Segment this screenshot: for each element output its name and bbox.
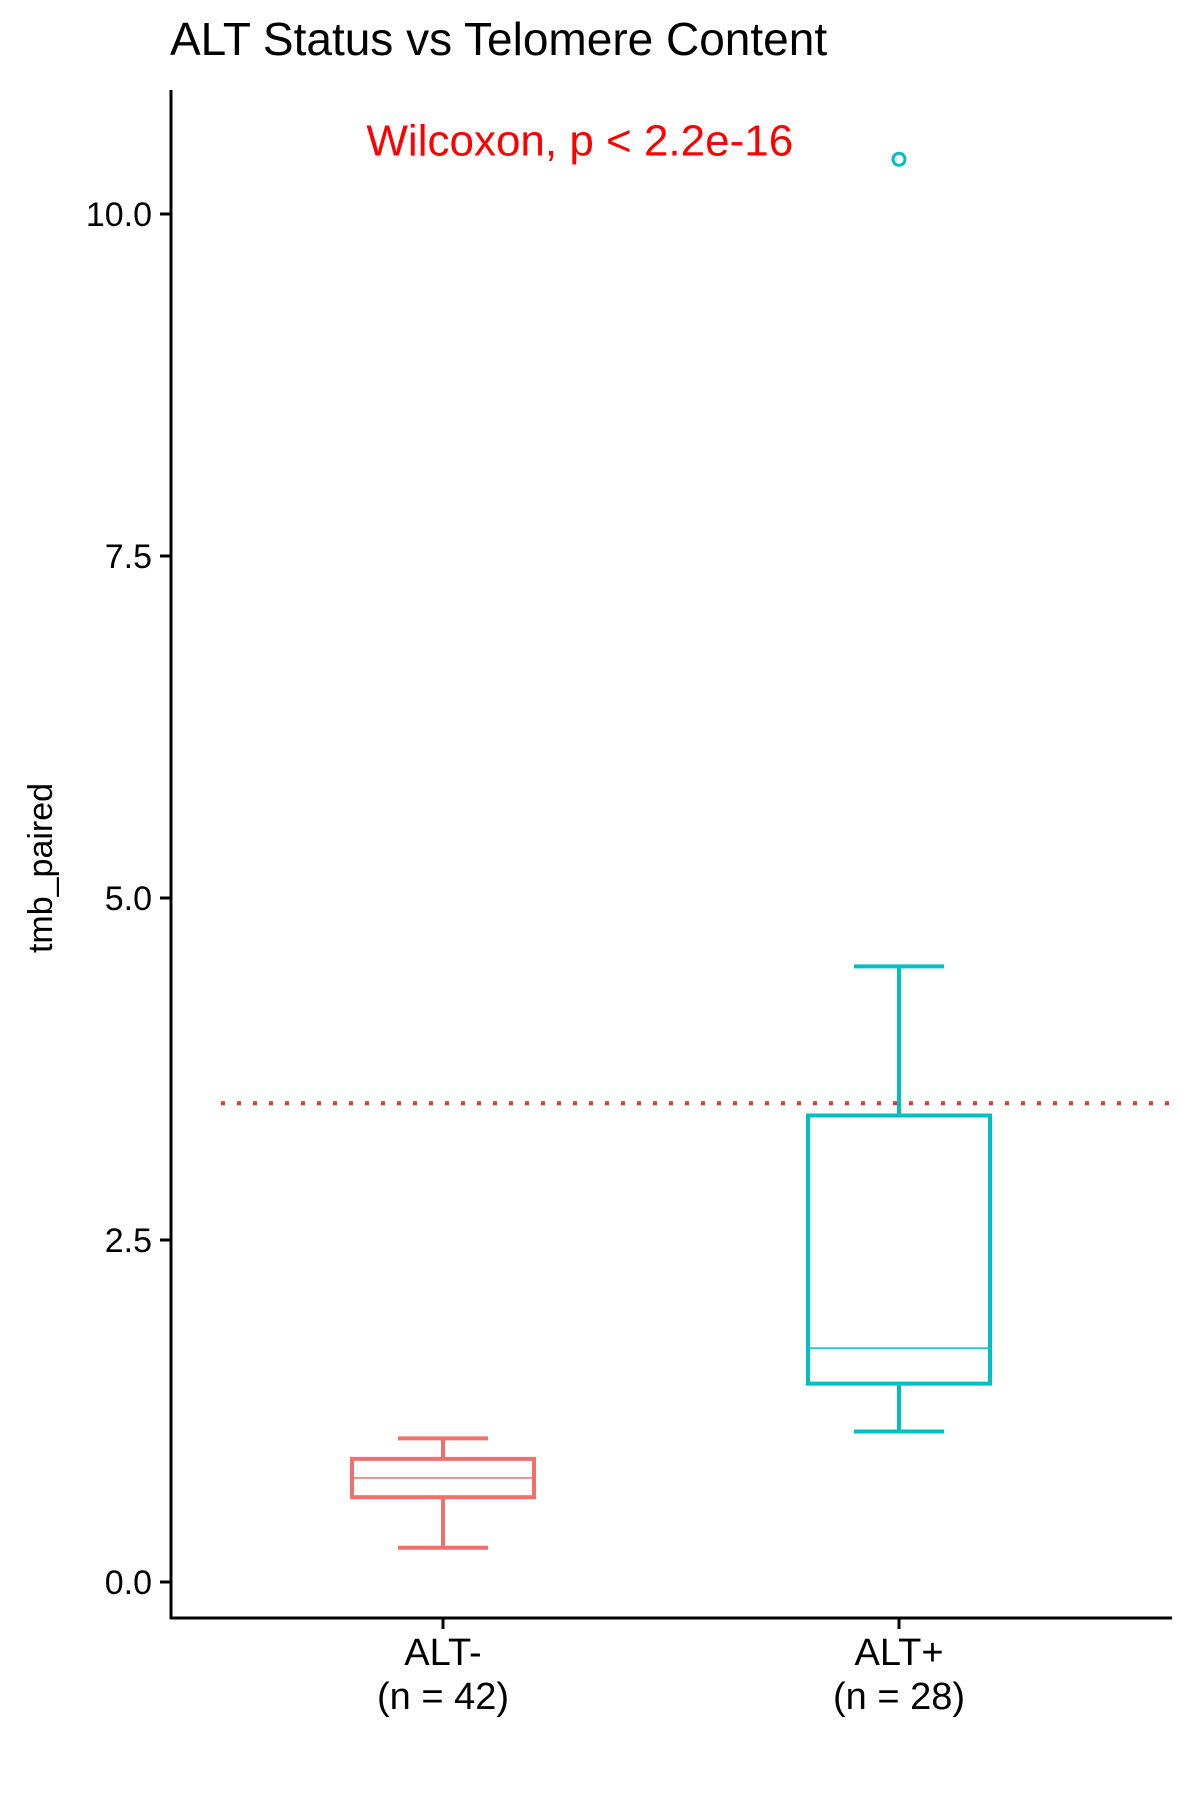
x-tick-label: ALT+ [854, 1632, 943, 1674]
x-ticks: ALT-(n = 42) ALT+(n = 28) [377, 1618, 965, 1718]
chart-title: ALT Status vs Telomere Content [170, 13, 827, 65]
y-tick-label: 7.5 [105, 538, 152, 576]
outlier-point [891, 151, 907, 167]
y-tick-label: 2.5 [105, 1222, 152, 1260]
box-group-alt-positive [806, 151, 992, 1434]
y-tick-label: 5.0 [105, 880, 152, 918]
x-tick-count-label: (n = 42) [377, 1676, 509, 1718]
iqr-box [806, 1113, 992, 1386]
box-group-alt-negative [350, 1436, 536, 1550]
box-groups [350, 151, 992, 1550]
x-tick-label: ALT- [404, 1632, 481, 1674]
y-tick-label: 10.0 [86, 196, 152, 234]
y-tick-label: 0.0 [105, 1564, 152, 1602]
y-ticks: 0.0 2.5 5.0 7.5 10.0 [86, 196, 171, 1602]
y-axis-title: tmb_paired [22, 783, 60, 953]
wilcoxon-annotation: Wilcoxon, p < 2.2e-16 [366, 117, 793, 166]
x-tick-count-label: (n = 28) [833, 1676, 965, 1718]
